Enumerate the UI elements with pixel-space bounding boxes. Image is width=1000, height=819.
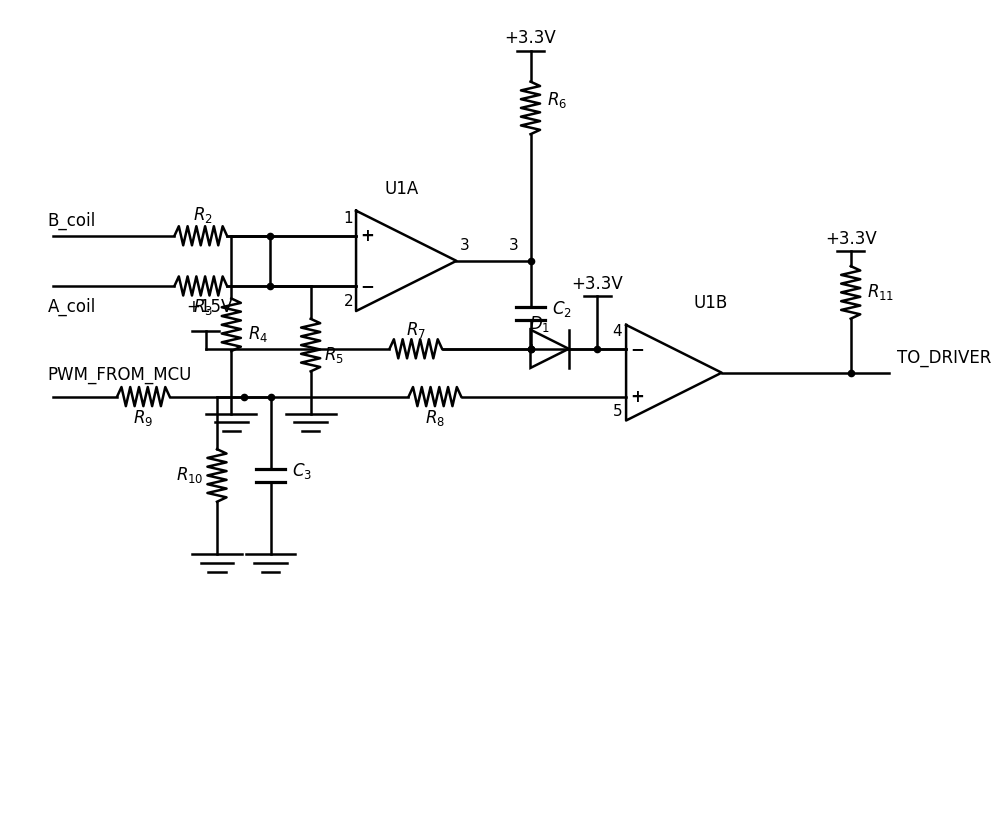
Text: $R_7$: $R_7$ — [406, 319, 426, 340]
Text: 3: 3 — [460, 238, 470, 253]
Text: +: + — [631, 387, 644, 405]
Text: $R_3$: $R_3$ — [193, 297, 213, 317]
Text: $R_6$: $R_6$ — [547, 90, 567, 111]
Text: TO_DRIVER: TO_DRIVER — [897, 349, 991, 367]
Text: $C_3$: $C_3$ — [292, 460, 312, 481]
Text: $C_2$: $C_2$ — [552, 299, 571, 319]
Text: +3.3V: +3.3V — [505, 29, 556, 48]
Text: $D_1$: $D_1$ — [529, 314, 551, 334]
Text: +3.3V: +3.3V — [572, 275, 623, 293]
Text: $R_{10}$: $R_{10}$ — [176, 465, 204, 486]
Text: −: − — [361, 277, 374, 295]
Text: $R_8$: $R_8$ — [425, 408, 445, 428]
Text: A_coil: A_coil — [48, 297, 96, 315]
Text: $R_9$: $R_9$ — [133, 408, 153, 428]
Text: +15V: +15V — [186, 298, 233, 316]
Text: $R_{11}$: $R_{11}$ — [867, 283, 894, 302]
Text: B_coil: B_coil — [48, 212, 96, 230]
Text: U1A: U1A — [384, 180, 419, 198]
Text: PWM_FROM_MCU: PWM_FROM_MCU — [48, 366, 192, 384]
Text: +: + — [361, 227, 374, 245]
Text: $R_2$: $R_2$ — [193, 205, 213, 224]
Text: U1B: U1B — [693, 295, 727, 313]
Text: 4: 4 — [613, 324, 622, 339]
Text: 5: 5 — [613, 405, 622, 419]
Text: 1: 1 — [344, 211, 353, 226]
Text: +3.3V: +3.3V — [825, 230, 877, 248]
Text: 2: 2 — [344, 293, 353, 309]
Text: −: − — [631, 340, 644, 358]
Text: $R_5$: $R_5$ — [324, 345, 344, 364]
Text: 3: 3 — [509, 238, 519, 253]
Text: $R_4$: $R_4$ — [248, 324, 268, 344]
